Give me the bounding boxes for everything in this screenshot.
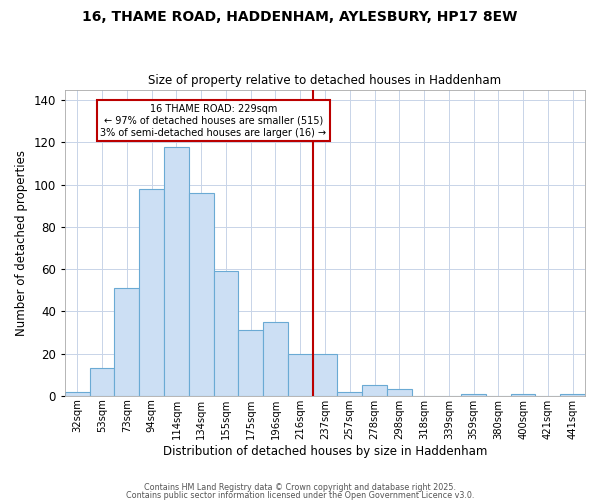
Bar xyxy=(238,330,263,396)
X-axis label: Distribution of detached houses by size in Haddenham: Distribution of detached houses by size … xyxy=(163,444,487,458)
Bar xyxy=(65,392,90,396)
Bar xyxy=(214,271,238,396)
Bar xyxy=(263,322,288,396)
Bar xyxy=(313,354,337,396)
Text: Contains HM Land Registry data © Crown copyright and database right 2025.: Contains HM Land Registry data © Crown c… xyxy=(144,484,456,492)
Bar xyxy=(387,390,412,396)
Bar xyxy=(337,392,362,396)
Bar xyxy=(115,288,139,396)
Bar xyxy=(90,368,115,396)
Text: 16, THAME ROAD, HADDENHAM, AYLESBURY, HP17 8EW: 16, THAME ROAD, HADDENHAM, AYLESBURY, HP… xyxy=(82,10,518,24)
Bar xyxy=(461,394,486,396)
Bar xyxy=(362,385,387,396)
Text: 16 THAME ROAD: 229sqm
← 97% of detached houses are smaller (515)
3% of semi-deta: 16 THAME ROAD: 229sqm ← 97% of detached … xyxy=(100,104,326,138)
Bar xyxy=(511,394,535,396)
Text: Contains public sector information licensed under the Open Government Licence v3: Contains public sector information licen… xyxy=(126,490,474,500)
Bar xyxy=(164,146,189,396)
Bar xyxy=(560,394,585,396)
Bar xyxy=(189,193,214,396)
Y-axis label: Number of detached properties: Number of detached properties xyxy=(15,150,28,336)
Bar xyxy=(288,354,313,396)
Bar xyxy=(139,189,164,396)
Title: Size of property relative to detached houses in Haddenham: Size of property relative to detached ho… xyxy=(148,74,502,87)
